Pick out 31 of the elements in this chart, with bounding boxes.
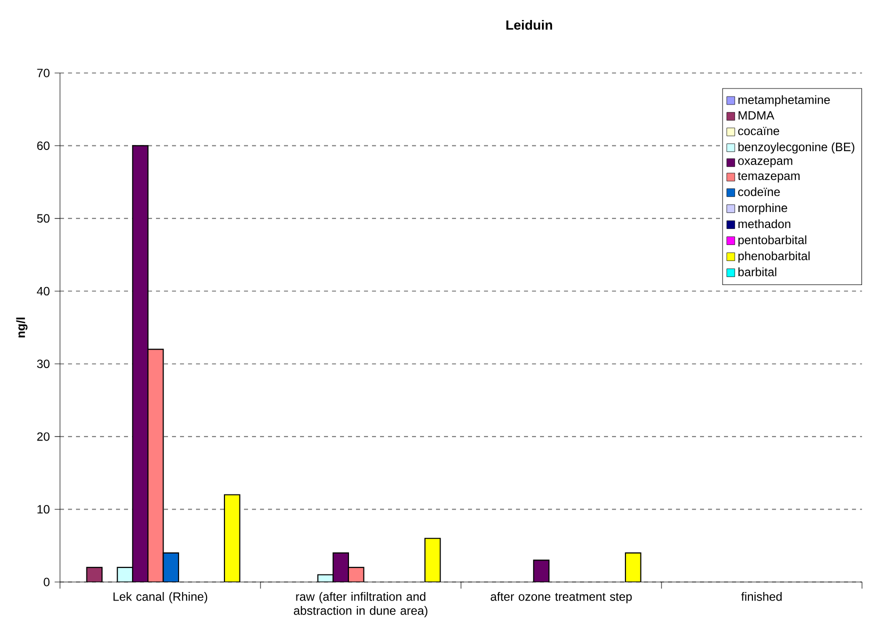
y-tick-label: 40 xyxy=(36,286,50,296)
legend-label: metamphetamine xyxy=(738,95,830,106)
x-tick-label: Lek canal (Rhine) xyxy=(114,592,208,604)
y-axis-title: ng/l xyxy=(16,318,28,338)
legend-label: temazepam xyxy=(738,172,800,182)
legend-label: morphine xyxy=(738,203,788,214)
y-tick-label: 10 xyxy=(38,505,50,514)
bar xyxy=(533,560,550,582)
legend-label: barbital xyxy=(738,267,776,276)
y-tick-label: 50 xyxy=(37,214,50,223)
legend-label: phenobarbital xyxy=(738,251,810,263)
legend-label: oxazepam xyxy=(738,158,792,168)
y-tick-label: 0 xyxy=(44,578,50,586)
legend-label: benzoylecgonine (BE) xyxy=(738,142,854,154)
legend-label: codeïne xyxy=(738,187,780,196)
y-tick-label: 70 xyxy=(37,68,50,78)
x-tick-label: after ozone treatment step xyxy=(490,592,632,604)
bar xyxy=(132,145,148,582)
bar xyxy=(147,348,164,582)
y-tick-label: 20 xyxy=(37,432,50,441)
bar xyxy=(332,552,349,582)
chart-title: Leiduin xyxy=(506,20,552,30)
y-tick-label: 30 xyxy=(37,360,50,368)
x-tick-label: raw (after infiltration and abstraction in dune area) xyxy=(294,592,428,618)
legend-label: methadon xyxy=(738,219,790,228)
y-tick-label: 60 xyxy=(37,141,50,150)
bar xyxy=(224,494,240,582)
legend-label: cocaïne xyxy=(738,126,780,136)
legend-label: MDMA xyxy=(738,111,774,120)
x-tick-label: finished xyxy=(741,592,782,601)
legend-label: pentobarbital xyxy=(738,235,806,247)
